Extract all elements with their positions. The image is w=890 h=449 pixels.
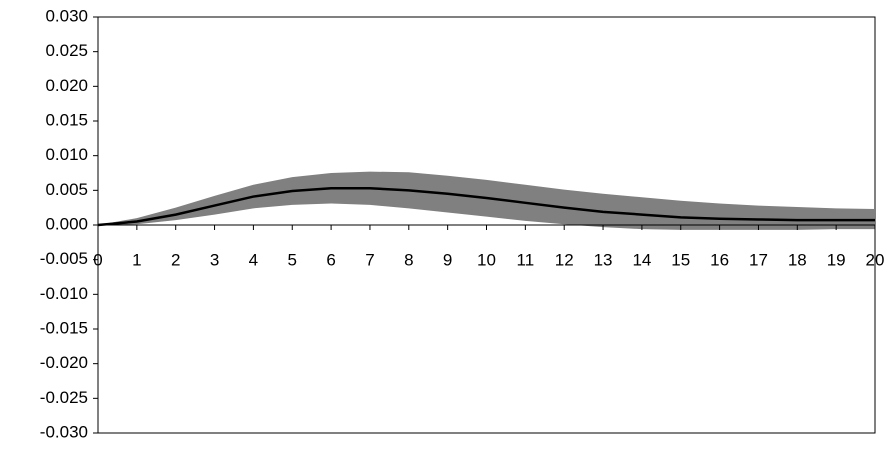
y-tick-label: 0.025 [45, 41, 88, 60]
x-tick-label: 14 [632, 250, 651, 269]
x-tick-label: 19 [827, 250, 846, 269]
x-tick-label: 0 [93, 250, 102, 269]
x-tick-label: 16 [710, 250, 729, 269]
x-tick-label: 4 [249, 250, 258, 269]
confidence-band [98, 171, 875, 230]
response-line [97, 187, 875, 227]
x-tick-label: 6 [326, 250, 335, 269]
x-tick-label: 13 [594, 250, 613, 269]
y-tick-label: 0.020 [45, 76, 88, 95]
y-tick-label: -0.030 [40, 422, 88, 441]
x-tick-label: 9 [443, 250, 452, 269]
y-tick-label: 0.015 [45, 110, 88, 129]
y-tick-label: 0.010 [45, 145, 88, 164]
x-tick-label: 5 [288, 250, 297, 269]
x-tick-label: 17 [749, 250, 768, 269]
y-tick-label: -0.025 [40, 388, 88, 407]
x-tick-label: 10 [477, 250, 496, 269]
x-tick-label: 3 [210, 250, 219, 269]
x-tick-label: 12 [555, 250, 574, 269]
y-tick-label: -0.020 [40, 353, 88, 372]
y-tick-label: -0.010 [40, 284, 88, 303]
y-tick-label: -0.005 [40, 249, 88, 268]
x-tick-label: 2 [171, 250, 180, 269]
y-tick-label: 0.000 [45, 214, 88, 233]
y-tick-label: -0.015 [40, 318, 88, 337]
x-tick-label: 7 [365, 250, 374, 269]
x-tick-label: 8 [404, 250, 413, 269]
x-tick-label: 15 [671, 250, 690, 269]
x-tick-label: 11 [517, 250, 535, 269]
y-tick-label: 0.030 [45, 6, 88, 25]
y-tick-label: 0.005 [45, 180, 88, 199]
x-tick-label: 1 [132, 250, 141, 269]
x-tick-label: 20 [866, 250, 885, 269]
x-tick-label: 18 [788, 250, 807, 269]
